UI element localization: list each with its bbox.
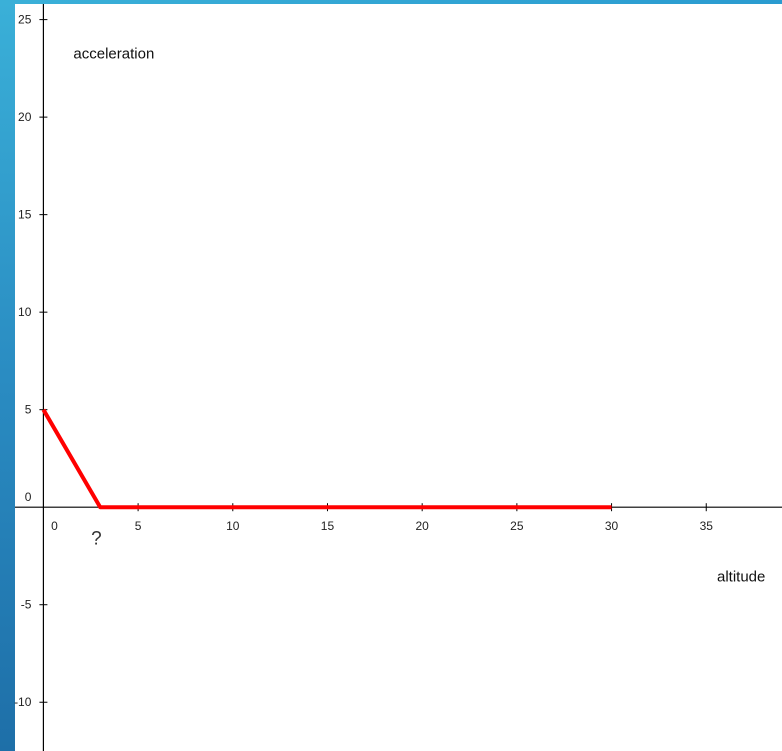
y-tick-label: 10: [18, 305, 32, 319]
x-tick-label: 30: [605, 519, 619, 533]
x-tick-label: 25: [510, 519, 524, 533]
x-tick-label: 15: [321, 519, 335, 533]
y-tick-label: 20: [18, 110, 32, 124]
tick-marks: 0 5 10 15 20 25 30 35 -10 -5 0 5 10 15 20 25: [14, 13, 713, 710]
y-tick-label: 15: [18, 208, 32, 222]
x-tick-label: 20: [415, 519, 429, 533]
series-line: [41, 408, 612, 510]
x-tick-label: 5: [135, 519, 142, 533]
y-axis-label: acceleration: [73, 46, 154, 63]
x-tick-label: 0: [51, 519, 58, 533]
y-tick-label: 25: [18, 13, 32, 27]
y-tick-label: -5: [21, 598, 32, 612]
x-axis-label: altitude: [717, 568, 765, 585]
y-tick-label: 0: [25, 490, 32, 504]
x-tick-label: 35: [700, 519, 714, 533]
series-group: [41, 408, 612, 510]
slide-accent-band-left: [0, 0, 15, 751]
question-mark-annotation: ?: [91, 528, 102, 549]
axes: [15, 4, 782, 751]
y-tick-label: -10: [14, 695, 32, 709]
slide-accent-band-top: [15, 0, 782, 4]
x-tick-label: 10: [226, 519, 240, 533]
y-tick-label: 5: [25, 403, 32, 417]
